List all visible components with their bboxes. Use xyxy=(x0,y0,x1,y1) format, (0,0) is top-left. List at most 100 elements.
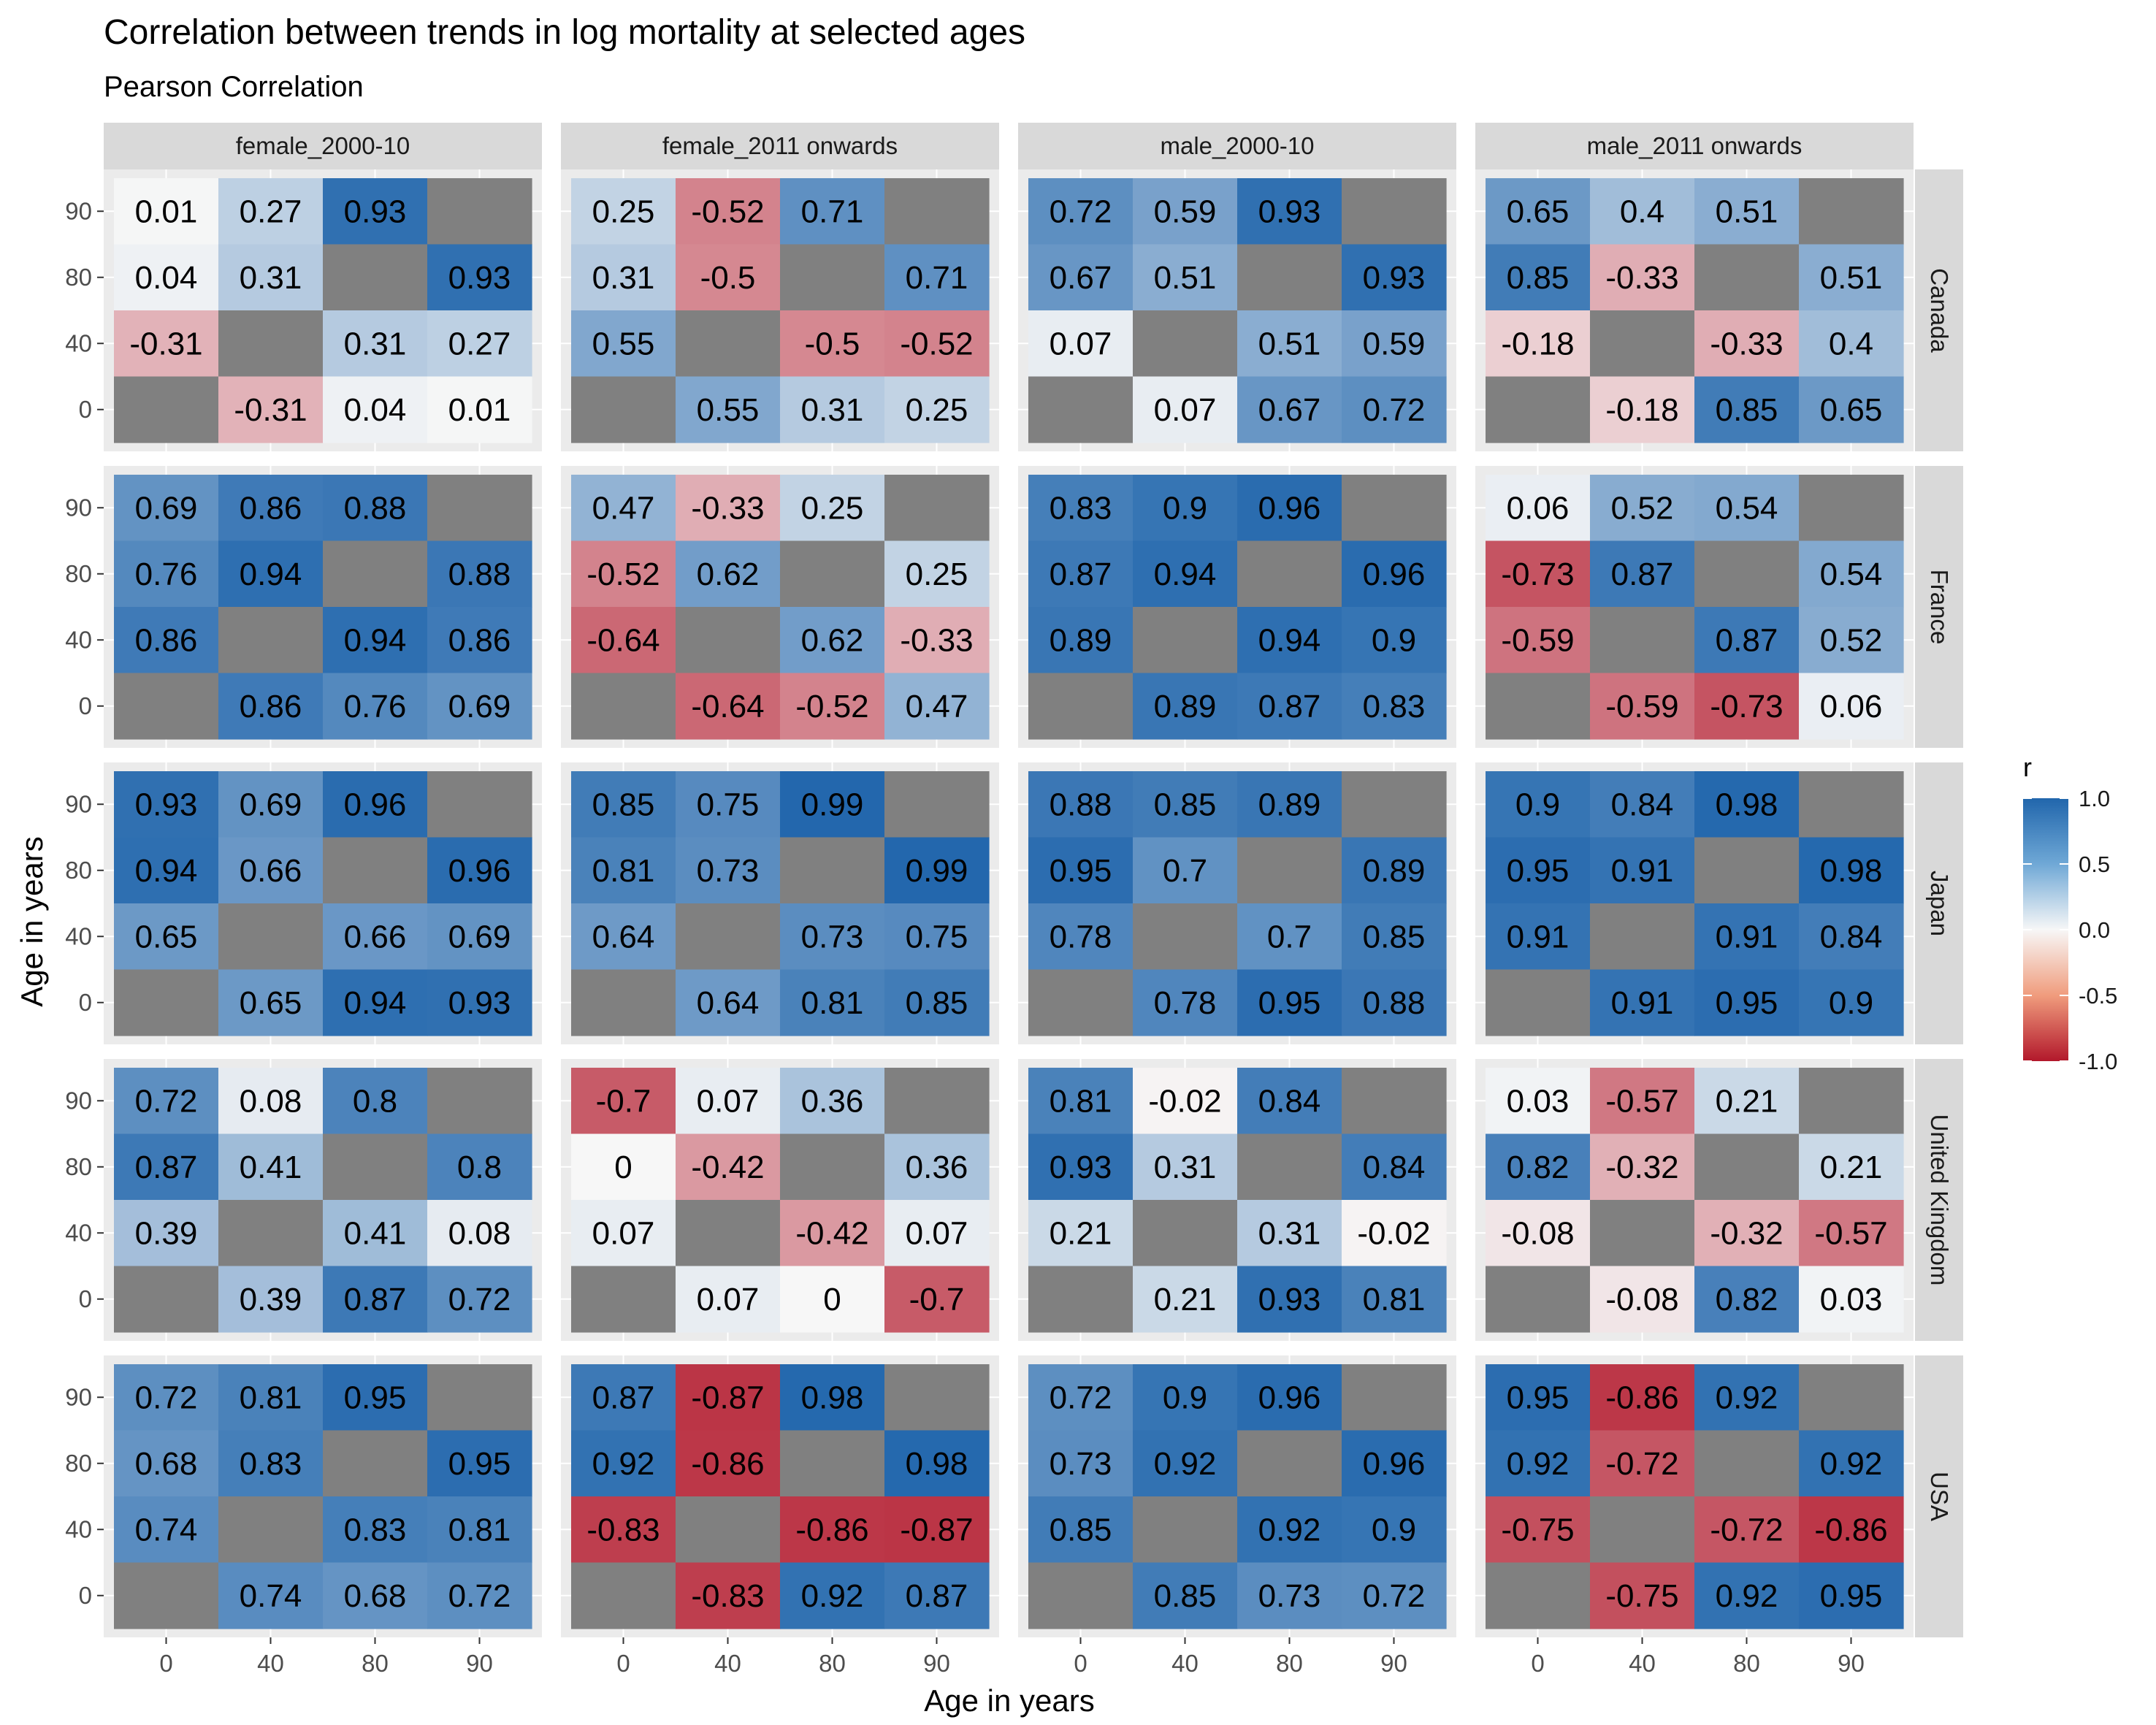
cell-value-label: 0.87 xyxy=(1716,622,1778,658)
heatmap-cell xyxy=(427,310,532,378)
x-tick-label: 90 xyxy=(466,1650,493,1677)
heatmap-cell xyxy=(1799,673,1904,740)
cell-value-label: -0.72 xyxy=(1710,1512,1783,1548)
heatmap-cell xyxy=(1028,1068,1134,1135)
heatmap-cell xyxy=(218,310,324,378)
cell-value-label: 0.96 xyxy=(1258,490,1321,526)
heatmap-cell xyxy=(884,607,990,674)
cell-value-label: 0.92 xyxy=(1507,1446,1570,1482)
heatmap-cell xyxy=(780,837,885,904)
cell-value-label: 0.96 xyxy=(1363,556,1426,592)
cell-value-label: 0.8 xyxy=(457,1150,502,1185)
cell-value-label: 0.78 xyxy=(1050,919,1112,955)
heatmap-cell xyxy=(780,771,885,838)
cell-value-label: 0.55 xyxy=(697,392,760,428)
x-tick-label: 90 xyxy=(923,1650,950,1677)
x-tick-label: 0 xyxy=(616,1650,630,1677)
heatmap-cell xyxy=(1590,1068,1695,1135)
heatmap-cell xyxy=(1694,1496,1800,1564)
cell-value-label: 0.76 xyxy=(135,556,198,592)
heatmap-cell xyxy=(1486,673,1591,740)
cell-value-label: -0.52 xyxy=(691,194,764,229)
heatmap-cell xyxy=(1028,673,1134,740)
heatmap-cell xyxy=(1590,903,1695,971)
y-tick-label: 90 xyxy=(65,1383,92,1410)
heatmap-cell xyxy=(1133,673,1238,740)
cell-value-label: 0.85 xyxy=(1050,1512,1112,1548)
heatmap-cell xyxy=(323,1562,428,1629)
y-tick-label: 90 xyxy=(65,494,92,521)
cell-value-label: 0.96 xyxy=(1363,1446,1426,1482)
cell-value-label: -0.59 xyxy=(1605,689,1678,724)
heatmap-cell xyxy=(676,1068,781,1135)
cell-value-label: 0.7 xyxy=(1163,853,1207,889)
heatmap-cell xyxy=(780,1068,885,1135)
cell-value-label: 0.81 xyxy=(592,853,655,889)
heatmap-cell xyxy=(218,1200,324,1267)
heatmap-cell xyxy=(1028,178,1134,245)
row-strip-1 xyxy=(1915,466,1963,748)
y-tick-label: 0 xyxy=(79,989,92,1016)
heatmap-cell xyxy=(1486,607,1591,674)
heatmap-cell xyxy=(1486,178,1591,245)
facet-strip-label-1: female_2011 onwards xyxy=(662,132,898,159)
heatmap-cell xyxy=(1237,244,1342,311)
cell-value-label: 0.4 xyxy=(1620,194,1664,229)
cell-value-label: 0.91 xyxy=(1716,919,1778,955)
heatmap-cell xyxy=(1694,178,1800,245)
heatmap-cell xyxy=(1486,1562,1591,1629)
heatmap-cell xyxy=(780,376,885,443)
cell-value-label: -0.42 xyxy=(795,1215,868,1251)
cell-value-label: 0.96 xyxy=(1258,1380,1321,1415)
heatmap-cell xyxy=(1799,607,1904,674)
heatmap-cell xyxy=(114,1200,219,1267)
heatmap-cell xyxy=(427,1562,532,1629)
cell-value-label: 0.74 xyxy=(240,1578,302,1614)
heatmap-cell xyxy=(676,837,781,904)
heatmap-cell xyxy=(114,771,219,838)
cell-value-label: 0.99 xyxy=(801,787,864,822)
legend-tick-label: -1.0 xyxy=(2079,1049,2117,1074)
cell-value-label: 0.92 xyxy=(1154,1446,1217,1482)
cell-value-label: 0.98 xyxy=(1820,853,1883,889)
heatmap-cell xyxy=(427,376,532,443)
cell-value-label: 0.07 xyxy=(1050,326,1112,362)
cell-value-label: 0.25 xyxy=(906,556,968,592)
heatmap-cell xyxy=(1486,1068,1591,1135)
cell-value-label: 0.72 xyxy=(1363,392,1426,428)
heatmap-cell xyxy=(571,673,676,740)
heatmap-cell xyxy=(323,903,428,971)
cell-value-label: 0.55 xyxy=(592,326,655,362)
heatmap-cell xyxy=(1799,1562,1904,1629)
cell-value-label: 0.85 xyxy=(906,985,968,1021)
cell-value-label: 0.03 xyxy=(1820,1282,1883,1317)
heatmap-cell xyxy=(1486,969,1591,1036)
cell-value-label: 0.96 xyxy=(448,853,511,889)
heatmap-cell xyxy=(1486,475,1591,542)
heatmap-cell xyxy=(780,178,885,245)
y-tick-label: 90 xyxy=(65,1087,92,1114)
facet-strip-0 xyxy=(104,123,542,169)
heatmap-cell xyxy=(884,178,990,245)
cell-value-label: 0.81 xyxy=(1050,1083,1112,1119)
heatmap-cell xyxy=(884,903,990,971)
cell-value-label: 0.87 xyxy=(1050,556,1112,592)
cell-value-label: 0.85 xyxy=(1363,919,1426,955)
heatmap-cell xyxy=(1799,475,1904,542)
heatmap-cell xyxy=(218,837,324,904)
heatmap-cell xyxy=(780,1430,885,1497)
cell-value-label: 0.67 xyxy=(1258,392,1321,428)
cell-value-label: 0.96 xyxy=(344,787,407,822)
cell-value-label: -0.18 xyxy=(1605,392,1678,428)
heatmap-cell xyxy=(1028,1133,1134,1201)
cell-value-label: 0.51 xyxy=(1258,326,1321,362)
heatmap-cell xyxy=(1590,1200,1695,1267)
heatmap-cell xyxy=(571,1430,676,1497)
heatmap-cell xyxy=(1799,1068,1904,1135)
heatmap-cell xyxy=(1237,1496,1342,1564)
heatmap-cell xyxy=(1799,244,1904,311)
heatmap-cell xyxy=(1237,771,1342,838)
cell-value-label: 0.01 xyxy=(135,194,198,229)
heatmap-cell xyxy=(1028,837,1134,904)
cell-value-label: 0.95 xyxy=(448,1446,511,1482)
